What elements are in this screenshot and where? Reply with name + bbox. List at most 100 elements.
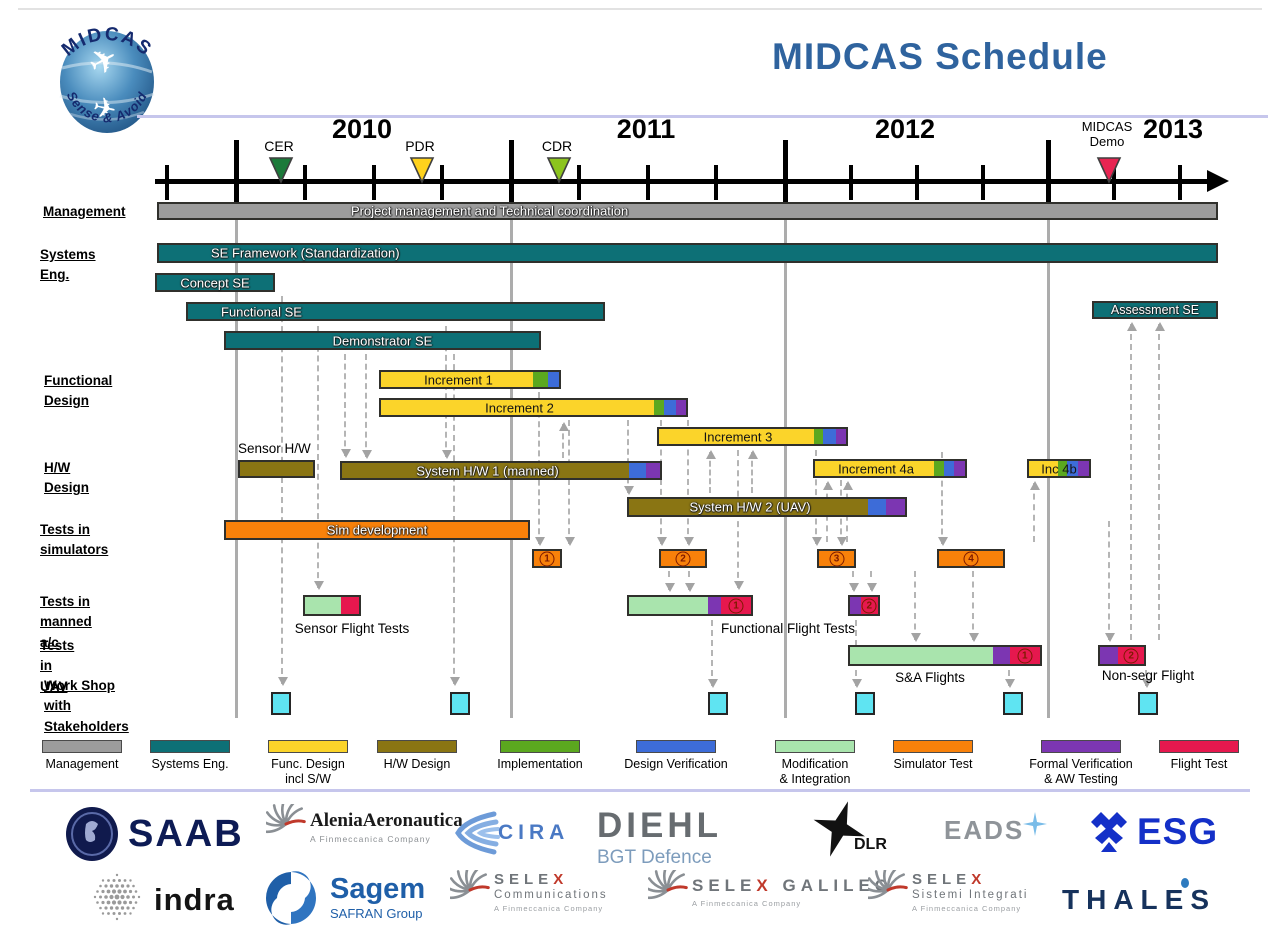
arrow-up-icon <box>559 422 569 431</box>
legend-item-fd: Func. Design incl S/W <box>233 740 383 787</box>
fv-segment <box>708 597 721 614</box>
dependency-connector <box>706 450 716 493</box>
mgmt-legend-swatch <box>42 740 122 753</box>
arrow-down-icon <box>665 583 675 592</box>
concept-se-bar: Concept SE <box>155 273 275 292</box>
bar-label: SE Framework (Standardization) <box>211 245 400 261</box>
partner-subtitle: Sistemi Integrati <box>912 888 1029 901</box>
arrow-down-icon <box>849 583 859 592</box>
bar-label: Increment 3 <box>703 429 773 444</box>
dependency-connector <box>1005 670 1015 688</box>
arrow-down-icon <box>685 583 695 592</box>
partner-logo-selex-communications: SELEX Communications A Finmeccanica Comp… <box>446 866 608 915</box>
partner-name: ESG <box>1137 811 1219 852</box>
partner-name: DIEHL <box>597 806 722 845</box>
arrow-down-icon <box>708 679 718 688</box>
functional-flight-tests-2-bar: 2 <box>848 595 880 616</box>
fv-segment <box>1100 647 1119 664</box>
dependency-connector <box>1155 322 1165 640</box>
sim-legend-swatch <box>893 740 973 753</box>
quarter-tick <box>915 165 919 200</box>
workshop-marker <box>271 692 291 715</box>
impl-segment <box>654 400 665 415</box>
dependency-connector <box>1127 322 1137 640</box>
dependency-connector <box>969 571 979 642</box>
year-gridline <box>235 197 238 718</box>
arrow-up-icon <box>748 450 758 459</box>
arrow-down-icon <box>837 537 847 546</box>
dependency-connector <box>624 420 634 495</box>
arrow-down-icon <box>1142 679 1152 688</box>
dependency-connector <box>1142 670 1152 688</box>
annotation-label: Non-segr Flight <box>1101 668 1195 683</box>
bar-label: Project management and Technical coordin… <box>351 203 629 219</box>
legend-label: Flight Test <box>1170 757 1228 771</box>
arrow-up-icon <box>706 450 716 459</box>
fv-segment <box>676 400 687 415</box>
partner-logo-alenia: AleniaAeronautica A Finmeccanica Company <box>262 800 463 849</box>
impl-segment <box>813 429 824 444</box>
annotation-label: Sensor Flight Tests <box>294 621 410 636</box>
fd-legend-swatch <box>268 740 348 753</box>
legend-label: H/W Design <box>383 757 451 771</box>
dv-segment <box>664 400 677 415</box>
fv-segment <box>646 463 660 478</box>
partner-logo-diehl: DIEHL BGT Defence <box>597 808 722 869</box>
arrow-down-icon <box>1005 679 1015 688</box>
se-legend-swatch <box>150 740 230 753</box>
arrow-up-icon <box>1127 322 1137 331</box>
dv-segment <box>823 429 837 444</box>
bar-label: Concept SE <box>180 275 250 290</box>
row-label: Systems Eng. <box>40 247 96 283</box>
fd-segment <box>381 372 533 387</box>
partner-subtitle: SAFRAN Group <box>330 906 423 921</box>
ft-segment: 1 <box>720 597 751 614</box>
dependency-connector <box>278 296 288 686</box>
hw-segment <box>240 462 313 476</box>
partner-name: AleniaAeronautica <box>310 809 463 831</box>
ft-segment <box>341 597 359 614</box>
year-gridline <box>510 197 513 718</box>
workshop-marker <box>855 692 875 715</box>
partner-logo-cira: CIRA <box>450 808 569 858</box>
fv-segment <box>1077 461 1089 476</box>
page-title: MIDCAS Schedule <box>772 36 1108 77</box>
se-segment <box>159 245 1216 261</box>
dependency-connector <box>665 571 675 592</box>
arrow-down-icon <box>450 677 460 686</box>
partner-logo-eads: EADS <box>944 811 1048 846</box>
arrow-down-icon <box>362 450 372 459</box>
milestone-marker-icon <box>268 156 294 184</box>
legend-item-ft: Flight Test <box>1124 740 1274 772</box>
bar-label: Increment 1 <box>424 372 493 387</box>
mgmt-segment <box>159 204 1216 218</box>
mod-segment <box>305 597 342 614</box>
workshop-marker <box>450 692 470 715</box>
fv-legend-swatch <box>1041 740 1121 753</box>
increment-4a-bar: Increment 4a <box>813 459 967 478</box>
project-management-bar: Project management and Technical coordin… <box>157 202 1218 220</box>
annotation-label: Sensor H/W <box>238 441 311 456</box>
dv-segment <box>548 372 559 387</box>
partner-name: SELEX <box>494 871 569 889</box>
ft-legend-swatch <box>1159 740 1239 753</box>
increment-3-bar: Increment 3 <box>657 427 848 446</box>
row-label: Tests in simulators <box>40 522 109 558</box>
dependency-connector <box>442 326 452 459</box>
fv-segment <box>992 647 1010 664</box>
arrow-up-icon <box>1030 481 1040 490</box>
bar-label: Assessment SE <box>1110 303 1200 317</box>
mod-segment <box>850 647 993 664</box>
bar-label: Demonstrator SE <box>332 333 433 348</box>
partner-logo-sagem: Sagem SAFRAN Group <box>260 868 425 928</box>
partner-name: THALES <box>1062 884 1216 915</box>
arrow-up-icon <box>1155 322 1165 331</box>
row-label: Functional Design <box>44 373 113 409</box>
arrow-down-icon <box>314 581 324 590</box>
quarter-tick <box>1112 165 1116 200</box>
test-number-badge: 3 <box>829 551 844 566</box>
dependency-connector <box>734 450 744 590</box>
increment-2-bar: Increment 2 <box>379 398 688 417</box>
sagem-swirl-icon <box>266 871 316 925</box>
ft-segment: 1 <box>1009 647 1040 664</box>
